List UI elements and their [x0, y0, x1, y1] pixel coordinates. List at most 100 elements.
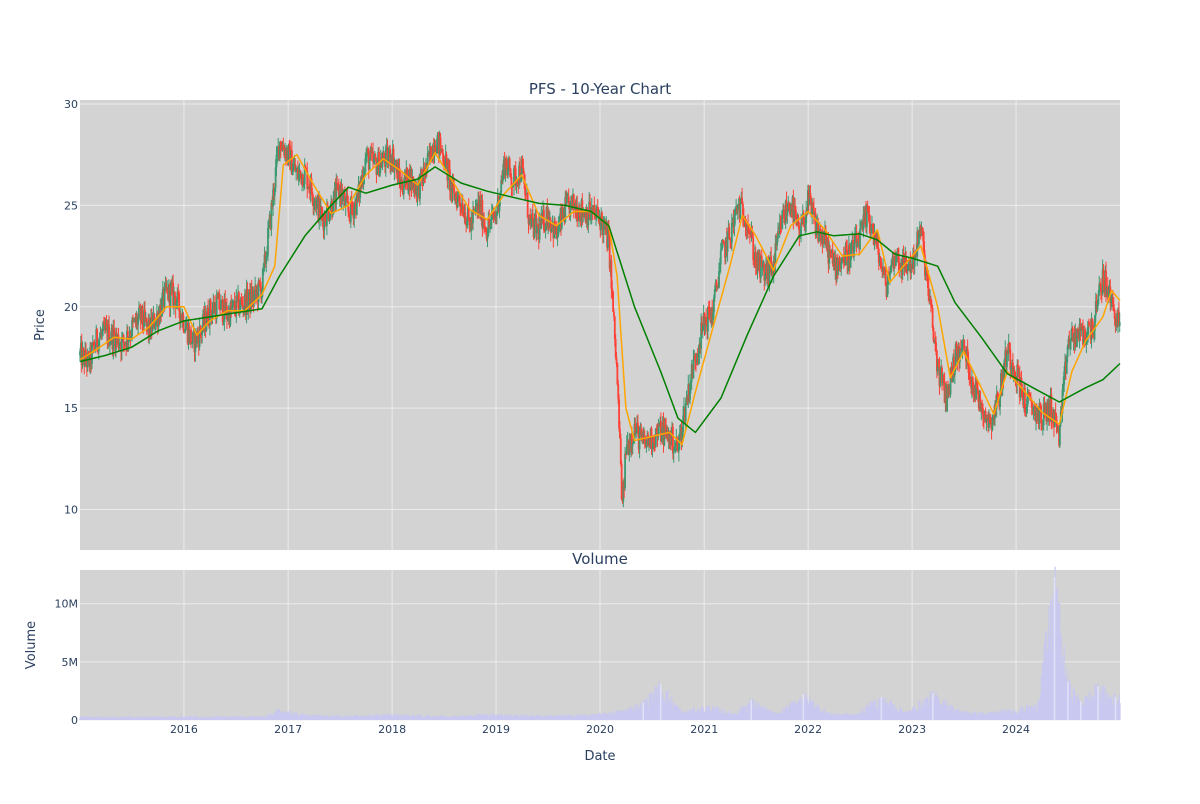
candle-body [496, 211, 498, 216]
candle-body [372, 158, 375, 163]
candle-body [173, 291, 175, 306]
candle-body [922, 233, 925, 242]
volume-bar [778, 712, 780, 720]
candle-body [512, 185, 515, 188]
candle-body [1032, 406, 1035, 412]
candle-body [455, 194, 457, 198]
candle-body [386, 146, 389, 164]
candle-body [1061, 389, 1064, 414]
candle-body [859, 229, 861, 249]
candle-body [458, 195, 461, 203]
candle-body [456, 195, 459, 208]
candle-body [781, 210, 784, 229]
candle-body [101, 331, 104, 335]
candle-body [901, 255, 904, 275]
candle-body [259, 283, 262, 287]
candle-body [402, 187, 405, 195]
x-axis-title: Date [584, 749, 615, 764]
volume-spike-bar [642, 702, 645, 720]
candle-body [442, 152, 444, 162]
volume-y-tick-label: 0 [71, 714, 78, 727]
volume-bar [251, 716, 254, 720]
candle-body [231, 306, 233, 310]
candle-body [918, 232, 920, 245]
candle-body [444, 154, 447, 170]
candle-body [302, 184, 305, 187]
candle-body [726, 232, 729, 252]
candle-body [886, 284, 889, 298]
price-y-axis-title: Price [33, 309, 48, 341]
candle-body [1008, 342, 1011, 350]
candle-body [931, 308, 934, 328]
candle-body [838, 259, 841, 265]
candle-body [1025, 407, 1028, 414]
candle-body [401, 180, 403, 190]
price-chart-title: PFS - 10-Year Chart [529, 80, 671, 98]
candle-body [936, 366, 939, 372]
candle-body [138, 307, 140, 318]
candle-body [265, 255, 268, 264]
candle-body [273, 187, 276, 196]
candle-body [392, 148, 395, 171]
candle-body [913, 258, 916, 267]
candle-body [1001, 372, 1004, 390]
candle-body [102, 322, 104, 332]
candle-body [1080, 326, 1083, 332]
candle-body [910, 264, 913, 273]
candle-body [337, 183, 339, 185]
candle-body [487, 219, 490, 236]
candle-body [618, 399, 620, 429]
candle-body [763, 264, 766, 281]
volume-panel: 0 5M 10M Volume Volume [24, 550, 1121, 727]
volume-bar [1008, 708, 1010, 720]
candle-body [625, 444, 628, 455]
candle-body [349, 197, 352, 222]
volume-bar [692, 707, 695, 720]
candle-body [569, 201, 572, 217]
candle-body [531, 213, 534, 222]
candle-body [243, 307, 245, 310]
candle-body [145, 318, 148, 326]
candle-body [794, 206, 796, 211]
candle-body [355, 193, 358, 216]
candle-body [1083, 330, 1086, 338]
candle-body [174, 297, 177, 309]
candle-body [674, 445, 677, 447]
candle-body [346, 195, 349, 203]
volume-bar [847, 713, 849, 720]
candle-body [448, 163, 450, 170]
candle-body [707, 306, 709, 332]
candle-body [640, 429, 643, 436]
candle-body [321, 214, 324, 221]
candle-body [490, 212, 493, 220]
candle-body [742, 217, 745, 227]
candle-body [811, 206, 814, 215]
volume-spike-bar [802, 694, 805, 720]
volume-bar [617, 710, 619, 720]
candle-body [701, 325, 704, 332]
candle-body [567, 196, 570, 204]
candle-body [302, 174, 304, 187]
candle-body [178, 292, 181, 311]
candle-body [1014, 376, 1017, 383]
volume-bar [671, 696, 673, 720]
volume-spike-bar [1114, 696, 1117, 720]
candle-body [981, 403, 984, 409]
candle-body [654, 428, 657, 447]
candle-body [1062, 384, 1065, 390]
candle-body [398, 167, 401, 179]
volume-bar [1063, 645, 1065, 720]
candle-body [895, 256, 898, 258]
candle-body [489, 225, 491, 227]
candle-body [190, 329, 192, 344]
candle-body [1021, 389, 1024, 394]
candle-body [1088, 321, 1090, 324]
candle-body [447, 163, 450, 181]
candle-body [270, 202, 273, 229]
x-tick-label: 2022 [794, 723, 822, 736]
candle-body [747, 224, 749, 231]
volume-bar [350, 714, 352, 720]
candle-body [184, 329, 186, 333]
candle-body [976, 381, 978, 389]
candle-body [1065, 356, 1068, 374]
